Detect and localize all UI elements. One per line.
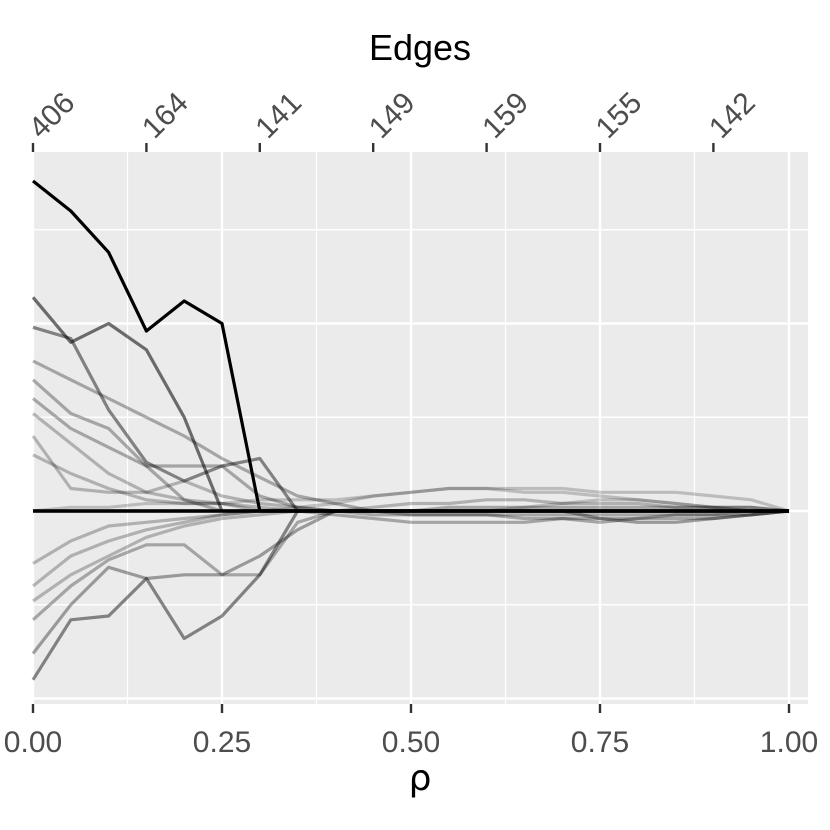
top-tick-label: 164 [136,86,195,145]
top-tick-label: 149 [363,86,422,145]
top-tick-label: 155 [590,86,649,145]
x-tick-label: 1.00 [760,726,818,759]
top-tick-label: 406 [23,86,82,145]
top-tick-label: 141 [249,86,308,145]
series-lines [31,179,790,681]
x-tick-label: 0.25 [193,726,251,759]
top-axis: 406 164 141 149 159 155 142 [23,86,762,152]
x-tick-label: 0.75 [571,726,629,759]
x-tick-label: 0.50 [382,726,440,759]
x-axis-label: ρ [409,758,432,799]
bottom-axis: 0.00 0.25 0.50 0.75 1.00 [4,704,818,759]
top-tick-label: 159 [476,86,535,145]
x-tick-label: 0.00 [4,726,62,759]
plot-panel [33,152,808,704]
top-tick-label: 142 [703,86,762,145]
chart-title: Edges [369,27,471,68]
series-line-16 [32,486,789,513]
